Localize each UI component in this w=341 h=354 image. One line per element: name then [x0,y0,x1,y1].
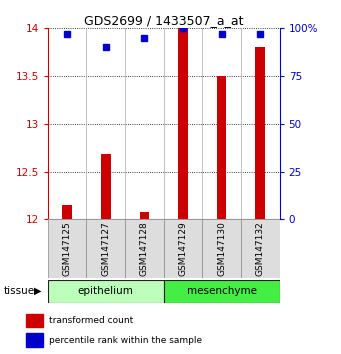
Bar [62,205,72,219]
Text: GSM147132: GSM147132 [256,221,265,276]
Text: percentile rank within the sample: percentile rank within the sample [49,336,202,345]
Bar [86,219,125,278]
Text: epithelium: epithelium [78,286,134,296]
Bar [164,219,202,278]
Bar [101,154,110,219]
Bar [164,280,280,303]
Text: GSM147128: GSM147128 [140,221,149,276]
Bar [139,212,149,219]
Bar [27,333,43,347]
Bar [202,219,241,278]
Bar [48,280,164,303]
Bar [217,76,226,219]
Text: mesenchyme: mesenchyme [187,286,257,296]
Title: GDS2699 / 1433507_a_at: GDS2699 / 1433507_a_at [84,14,243,27]
Bar [48,219,86,278]
Bar [27,314,43,327]
Text: GSM147125: GSM147125 [62,221,72,276]
Bar [178,28,188,219]
Bar [241,219,280,278]
Text: transformed count: transformed count [49,316,133,325]
Text: tissue: tissue [3,286,34,296]
Text: GSM147129: GSM147129 [178,221,188,276]
Text: ▶: ▶ [34,286,42,296]
Text: GSM147127: GSM147127 [101,221,110,276]
Bar [125,219,164,278]
Bar [255,47,265,219]
Text: GSM147130: GSM147130 [217,221,226,276]
